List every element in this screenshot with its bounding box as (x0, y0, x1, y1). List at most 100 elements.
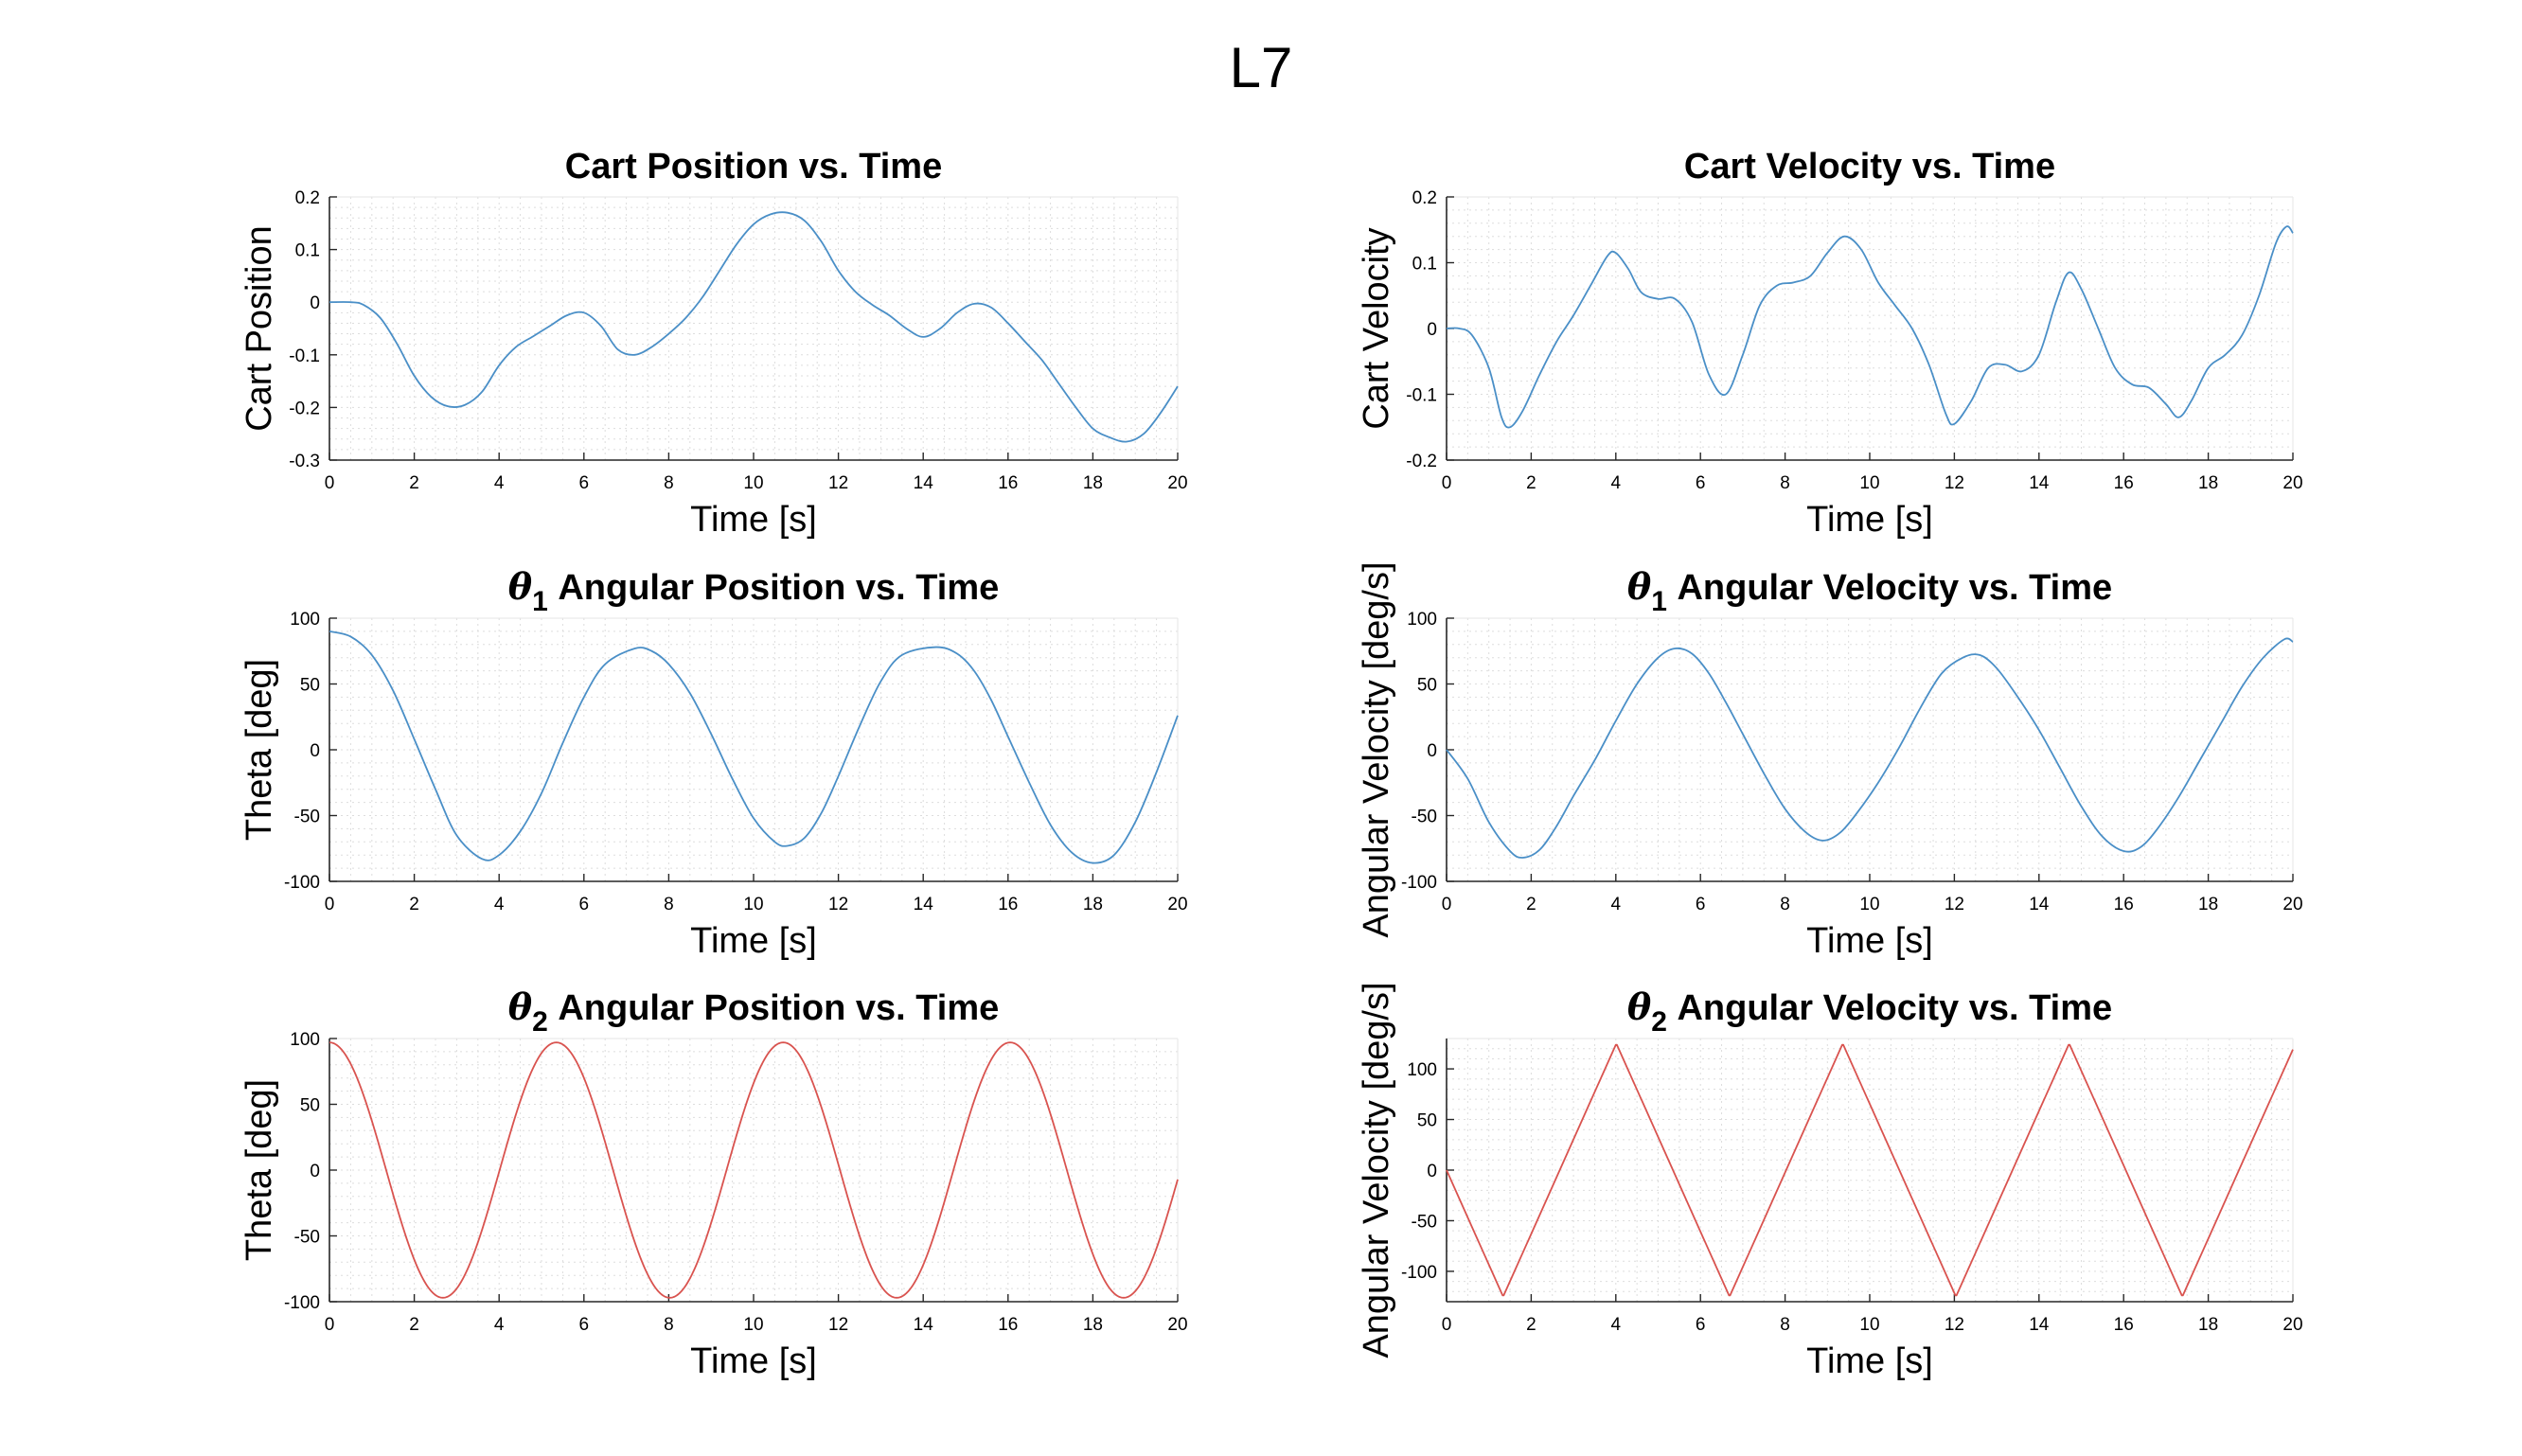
x-tick-label: 6 (1696, 473, 1706, 493)
y-tick-label: 100 (290, 610, 320, 630)
series-line-1 (329, 1041, 1179, 1299)
x-tick-label: 10 (1859, 1315, 1879, 1335)
x-axis-label: Time [s] (1806, 1341, 1933, 1381)
y-tick-label: -0.2 (1406, 452, 1437, 471)
subplot-2: 0 2 4 6 8 10 12 14 16 18 20 -0.2 -0.1 0 0.1 0.2 Cart Vel… (1357, 147, 2303, 540)
x-axis-label: Time [s] (690, 921, 817, 961)
subplot-title: θ2 Angular Position vs. Time (508, 985, 1000, 1038)
y-tick-label: -100 (1401, 1263, 1437, 1283)
x-tick-label: 20 (1167, 1315, 1187, 1335)
y-tick-label: 0.1 (295, 241, 320, 261)
x-tick-label: 12 (1945, 895, 1964, 914)
x-tick-label: 6 (579, 895, 590, 914)
x-tick-label: 20 (1167, 473, 1187, 493)
series-line-1 (1446, 1043, 2294, 1297)
x-tick-label: 10 (743, 1315, 763, 1335)
x-tick-label: 8 (664, 895, 674, 914)
x-tick-label: 12 (828, 1315, 848, 1335)
y-tick-label: -0.1 (289, 346, 320, 366)
y-tick-label: -0.2 (289, 399, 320, 418)
series-line-1 (329, 630, 1179, 864)
x-tick-label: 14 (914, 895, 934, 914)
y-tick-label: 100 (1407, 1060, 1437, 1080)
y-tick-label: 100 (1407, 610, 1437, 630)
x-tick-label: 12 (828, 895, 848, 914)
x-axis-label: Time [s] (1806, 921, 1933, 961)
subplot-title: θ1 Angular Velocity vs. Time (1627, 565, 2112, 617)
x-tick-label: 6 (579, 1315, 590, 1335)
x-tick-label: 18 (2198, 1315, 2218, 1335)
title-theta-symbol: θ (508, 985, 533, 1028)
x-tick-label: 6 (1696, 895, 1706, 914)
x-tick-label: 0 (1442, 473, 1452, 493)
x-tick-label: 12 (1945, 473, 1964, 493)
y-tick-label: 0 (310, 741, 320, 761)
subplot-4: 0 2 4 6 8 10 12 14 16 18 20 -100 -50 0 50 100 θ1 Angular… (1357, 561, 2303, 961)
title-subscript: 2 (1651, 1006, 1667, 1038)
y-tick-label: -100 (1401, 873, 1437, 893)
x-tick-label: 20 (2282, 1315, 2302, 1335)
y-axis-label: Angular Velocity [deg/s] (1357, 561, 1396, 937)
series-line-1 (329, 211, 1179, 443)
x-tick-label: 0 (325, 473, 335, 493)
x-tick-label: 18 (1083, 1315, 1103, 1335)
y-tick-label: -0.1 (1406, 386, 1437, 406)
title-subscript: 1 (1651, 586, 1667, 617)
y-axis-label: Cart Velocity (1357, 227, 1396, 429)
title-text: Angular Position vs. Time (548, 988, 1000, 1028)
x-tick-label: 4 (1611, 473, 1622, 493)
x-tick-label: 14 (2029, 895, 2050, 914)
grid-lines (1446, 196, 2294, 461)
y-tick-label: -50 (294, 1228, 320, 1248)
x-tick-label: 6 (1696, 1315, 1706, 1335)
x-tick-label: 4 (1611, 1315, 1622, 1335)
y-tick-label: 0 (1427, 320, 1437, 340)
x-tick-label: 8 (1780, 1315, 1790, 1335)
y-tick-label: 0.2 (1412, 188, 1437, 208)
y-tick-label: 0 (1427, 1162, 1437, 1181)
x-tick-label: 10 (743, 895, 763, 914)
x-axis-label: Time [s] (690, 500, 817, 540)
y-tick-label: 0 (310, 1162, 320, 1181)
title-theta-symbol: θ (1627, 565, 1652, 608)
x-tick-label: 18 (1083, 895, 1103, 914)
x-tick-label: 10 (1859, 473, 1879, 493)
subplot-title: θ2 Angular Velocity vs. Time (1627, 985, 2112, 1038)
subplot-3: 0 2 4 6 8 10 12 14 16 18 20 -100 -50 0 50 100 θ1 Angular… (240, 565, 1188, 961)
y-axis-label: Cart Position (240, 225, 279, 432)
x-tick-label: 16 (998, 473, 1018, 493)
series-line-1 (1446, 225, 2294, 429)
y-tick-label: 50 (300, 676, 320, 696)
x-tick-label: 8 (1780, 895, 1790, 914)
y-tick-label: 50 (1417, 676, 1437, 696)
y-tick-label: 0.2 (295, 188, 320, 208)
subplot-title: Cart Position vs. Time (565, 147, 942, 186)
x-tick-label: 16 (998, 895, 1018, 914)
y-tick-label: 50 (1417, 1111, 1437, 1131)
x-tick-label: 2 (409, 895, 419, 914)
y-axis-label: Angular Velocity [deg/s] (1357, 982, 1396, 1358)
x-tick-label: 2 (409, 473, 419, 493)
x-tick-label: 2 (409, 1315, 419, 1335)
x-tick-label: 14 (914, 473, 934, 493)
x-tick-label: 4 (494, 473, 505, 493)
title-theta-symbol: θ (508, 565, 533, 608)
y-tick-label: 0 (310, 293, 320, 313)
title-text: Angular Velocity vs. Time (1667, 568, 2112, 608)
x-tick-label: 18 (2198, 895, 2218, 914)
title-theta-symbol: θ (1627, 985, 1652, 1028)
x-tick-label: 14 (2029, 473, 2050, 493)
x-tick-label: 10 (743, 473, 763, 493)
x-tick-label: 16 (998, 1315, 1018, 1335)
y-axis-label: Theta [deg] (240, 1079, 279, 1261)
x-tick-label: 0 (1442, 895, 1452, 914)
y-axis-label: Theta [deg] (240, 659, 279, 841)
title-subscript: 1 (532, 586, 548, 617)
x-axis-label: Time [s] (690, 1341, 817, 1381)
x-axis-label: Time [s] (1806, 500, 1933, 540)
x-tick-label: 0 (1442, 1315, 1452, 1335)
subplots-layer: 0 2 4 6 8 10 12 14 16 18 20-0.3-0.2-0.100.10.2Cart… (240, 147, 2303, 1381)
